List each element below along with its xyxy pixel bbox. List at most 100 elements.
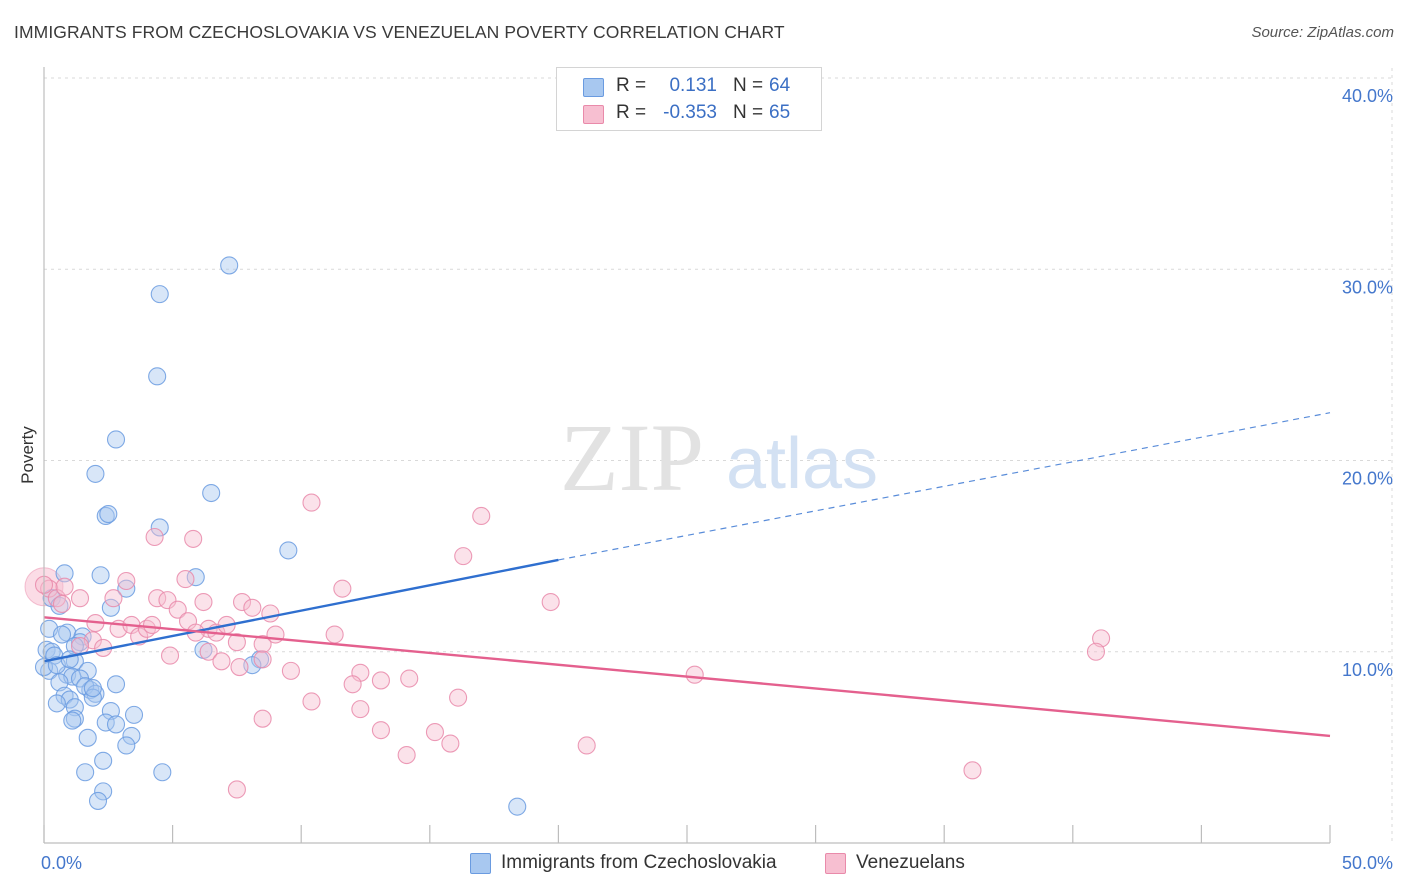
point-czechoslovakia [279, 541, 298, 560]
point-czechoslovakia [65, 709, 84, 728]
point-venezuelans [117, 571, 136, 591]
point-venezuelans [281, 661, 300, 680]
legend-swatch-pink [825, 853, 846, 874]
point-czechoslovakia [220, 256, 239, 275]
point-venezuelans [1092, 629, 1111, 648]
point-czechoslovakia [117, 736, 136, 755]
point-venezuelans [454, 547, 473, 566]
point-czechoslovakia [202, 483, 221, 503]
point-venezuelans [541, 592, 560, 612]
point-czechoslovakia [50, 673, 69, 692]
point-venezuelans [351, 700, 370, 719]
point-venezuelans [199, 642, 218, 661]
legend-r-label: R = [616, 102, 647, 123]
point-czechoslovakia [52, 625, 72, 644]
legend-label-venezuelans: Venezuelans [856, 852, 965, 873]
watermark-zip: ZIP [560, 404, 704, 511]
watermark-atlas: atlas [726, 424, 878, 504]
point-venezuelans [371, 721, 390, 740]
legend-r-label: R = [616, 75, 647, 96]
legend-row-czechoslovakia: R = 0.131 N = 64 [557, 74, 821, 100]
point-venezuelans [168, 600, 187, 619]
point-czechoslovakia [94, 782, 113, 801]
point-czechoslovakia [122, 726, 141, 745]
point-venezuelans [343, 675, 362, 694]
legend-n-label: N = [733, 75, 764, 96]
trend-layer [43, 412, 1331, 738]
point-venezuelans [142, 615, 162, 635]
y-axis-title: Poverty [18, 426, 37, 484]
point-venezuelans [400, 669, 419, 688]
point-venezuelans [577, 736, 596, 755]
legend-n-label: N = [733, 102, 764, 123]
point-venezuelans [227, 633, 246, 652]
grid-layer [44, 68, 1393, 843]
point-venezuelans [441, 734, 460, 753]
point-venezuelans [261, 604, 280, 623]
legend-row-venezuelans: R = -0.353 N = 65 [557, 101, 821, 127]
x-tick-label-min: 0.0% [41, 853, 82, 873]
point-venezuelans [266, 625, 285, 644]
correlation-legend: R = 0.131 N = 64 R = -0.353 N = 65 [556, 67, 822, 131]
point-venezuelans [963, 761, 982, 780]
point-czechoslovakia [101, 701, 120, 721]
point-venezuelans [685, 665, 704, 684]
point-venezuelans [227, 780, 246, 799]
point-czechoslovakia [86, 464, 105, 483]
legend-swatch-blue [583, 78, 604, 97]
point-czechoslovakia [106, 430, 126, 449]
point-venezuelans [302, 493, 321, 512]
point-venezuelans [160, 646, 180, 665]
legend-n-value: 64 [769, 75, 791, 96]
axis-layer: 10.0% 20.0% 30.0% 40.0% 0.0% 50.0% [41, 67, 1393, 873]
point-czechoslovakia [78, 728, 97, 747]
point-venezuelans [397, 745, 416, 765]
point-venezuelans [333, 579, 352, 598]
point-venezuelans [176, 570, 195, 589]
y-tick-label: 30.0% [1342, 277, 1393, 297]
point-czechoslovakia [47, 694, 66, 713]
point-venezuelans [52, 594, 72, 613]
point-czechoslovakia [106, 675, 126, 694]
point-venezuelans [243, 598, 262, 617]
point-venezuelans [253, 650, 272, 669]
point-czechoslovakia [91, 566, 110, 585]
point-czechoslovakia [153, 763, 172, 782]
point-venezuelans [472, 506, 491, 526]
point-czechoslovakia [124, 705, 144, 724]
chart-title: IMMIGRANTS FROM CZECHOSLOVAKIA VS VENEZU… [14, 22, 785, 42]
points-layer [24, 256, 1111, 816]
point-venezuelans [145, 527, 164, 547]
legend-r-value: -0.353 [663, 102, 717, 123]
point-czechoslovakia [148, 367, 167, 386]
trendline-czechoslovakia-extension [558, 412, 1331, 561]
trendline-venezuelans [43, 616, 1331, 738]
point-czechoslovakia [83, 679, 102, 698]
point-czechoslovakia [150, 518, 169, 537]
y-tick-label: 20.0% [1342, 469, 1393, 489]
point-czechoslovakia [55, 564, 74, 583]
legend-n-value: 65 [769, 102, 791, 123]
point-czechoslovakia [106, 715, 126, 734]
point-czechoslovakia [150, 285, 169, 304]
point-czechoslovakia [88, 791, 108, 810]
legend-swatch-pink [583, 105, 604, 124]
point-czechoslovakia [117, 579, 136, 598]
point-czechoslovakia [63, 711, 82, 730]
point-venezuelans [70, 589, 90, 608]
point-venezuelans [212, 652, 231, 671]
point-czechoslovakia [76, 763, 95, 782]
point-venezuelans [449, 688, 468, 707]
point-venezuelans [371, 671, 390, 690]
point-venezuelans [184, 529, 203, 548]
legend-label-czechoslovakia: Immigrants from Czechoslovakia [501, 852, 777, 873]
point-czechoslovakia [96, 506, 115, 526]
point-czechoslovakia [99, 504, 118, 524]
y-tick-label: 40.0% [1342, 86, 1393, 106]
y-tick-label: 10.0% [1342, 660, 1393, 680]
point-venezuelans [1086, 642, 1105, 661]
point-czechoslovakia [83, 688, 102, 707]
point-venezuelans [253, 635, 272, 654]
legend-swatch-blue [470, 853, 491, 874]
